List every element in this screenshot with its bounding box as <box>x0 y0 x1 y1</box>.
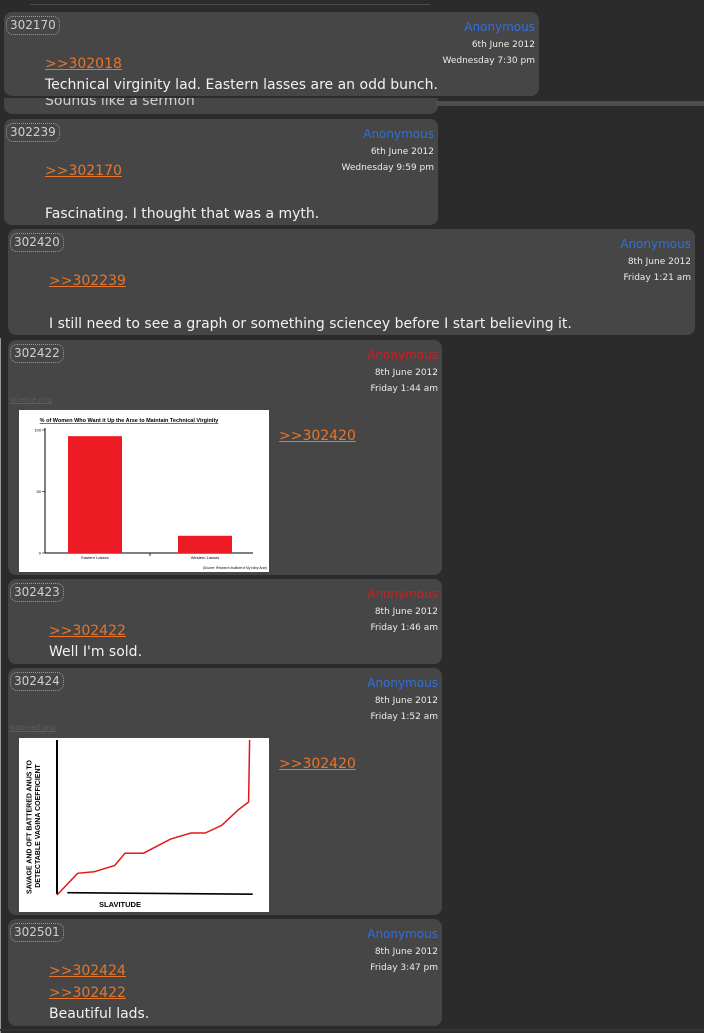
post-date: 6th June 2012 <box>471 40 535 50</box>
post-partial: Sounds like a sermon <box>4 98 438 114</box>
file-link[interactable]: battered.png <box>10 724 56 732</box>
post-time: Friday 1:46 am <box>370 623 439 633</box>
post-text: Beautiful lads. <box>49 1006 150 1022</box>
x-axis <box>67 891 253 895</box>
post-date: 8th June 2012 <box>627 257 691 267</box>
post-time: Friday 1:44 am <box>370 384 439 394</box>
x-axis-label: SLAVITUDE <box>99 900 141 909</box>
y-tick-label: 0 <box>39 551 42 556</box>
partial-text: Sounds like a sermon <box>45 98 195 109</box>
reply-link[interactable]: >>302424 <box>49 963 126 979</box>
post-id[interactable]: 302170 <box>6 16 60 35</box>
post-text: Fascinating. I thought that was a myth. <box>45 206 320 222</box>
category-label: Western Lasses <box>191 555 220 560</box>
post-time: Friday 1:52 am <box>370 712 439 722</box>
attached-image[interactable]: SLAVITUDE SAVAGE AND OFT BATTERED ANUS T… <box>19 738 269 912</box>
poster-name: Anonymous <box>367 927 438 941</box>
series-line <box>56 739 251 896</box>
post-text: I still need to see a graph or something… <box>49 316 572 332</box>
bar-chart: % of Women Who Want it Up the Arse to Ma… <box>34 418 267 570</box>
poster-name: Anonymous <box>464 20 535 34</box>
poster-name: Anonymous <box>367 676 438 690</box>
partial-divider <box>436 101 704 106</box>
post-302501: 302501 Anonymous 8th June 2012 Friday 3:… <box>8 919 442 1026</box>
post-302422: 302422 Anonymous 8th June 2012 Friday 1:… <box>8 340 442 575</box>
y-axis-label-line1: SAVAGE AND OFT BATTERED ANUS TO <box>27 759 34 893</box>
post-text: Technical virginity lad. Eastern lasses … <box>45 77 438 93</box>
post-302170: 302170 Anonymous 6th June 2012 Wednesday… <box>4 12 539 96</box>
post-time: Friday 1:21 am <box>623 273 692 283</box>
post-meta: Anonymous 8th June 2012 Friday 1:44 am <box>367 348 438 397</box>
reply-link[interactable]: >>302170 <box>45 163 122 179</box>
post-302420: 302420 Anonymous 8th June 2012 Friday 1:… <box>8 229 695 335</box>
post-meta: Anonymous 8th June 2012 Friday 3:47 pm <box>367 927 438 976</box>
reply-link[interactable]: >>302422 <box>49 985 126 1001</box>
post-id[interactable]: 302501 <box>10 923 64 942</box>
post-id[interactable]: 302420 <box>10 233 64 252</box>
bottom-divider <box>0 1029 704 1031</box>
category-label: Eastern Lasses <box>81 555 109 560</box>
reply-link[interactable]: >>302422 <box>49 623 126 639</box>
post-302423: 302423 Anonymous 8th June 2012 Friday 1:… <box>8 579 442 664</box>
post-meta: Anonymous 6th June 2012 Wednesday 7:30 p… <box>442 20 535 69</box>
poster-name: Anonymous <box>363 127 434 141</box>
bar <box>68 436 122 553</box>
attached-image[interactable]: % of Women Who Want it Up the Arse to Ma… <box>19 410 269 572</box>
post-meta: Anonymous 8th June 2012 Friday 1:21 am <box>620 237 691 286</box>
reply-link[interactable]: >>302420 <box>279 756 356 772</box>
chart-title: % of Women Who Want it Up the Arse to Ma… <box>40 418 220 424</box>
reply-link[interactable]: >>302239 <box>49 273 126 289</box>
post-time: Wednesday 9:59 pm <box>341 163 434 173</box>
post-id[interactable]: 302423 <box>10 583 64 602</box>
post-meta: Anonymous 8th June 2012 Friday 1:46 am <box>367 587 438 636</box>
post-date: 8th June 2012 <box>374 368 438 378</box>
post-id[interactable]: 302239 <box>6 123 60 142</box>
poster-name: Anonymous <box>620 237 691 251</box>
bar <box>178 535 232 553</box>
post-date: 8th June 2012 <box>374 947 438 957</box>
reply-link[interactable]: >>302018 <box>45 56 122 72</box>
post-date: 8th June 2012 <box>374 696 438 706</box>
top-divider <box>30 4 430 5</box>
post-text: Well I'm sold. <box>49 644 143 660</box>
reply-link[interactable]: >>302420 <box>279 428 356 444</box>
y-axis-label: SAVAGE AND OFT BATTERED ANUS TO DETECTAB… <box>27 758 43 894</box>
poster-name: Anonymous <box>367 587 438 601</box>
post-meta: Anonymous 6th June 2012 Wednesday 9:59 p… <box>341 127 434 176</box>
post-meta: Anonymous 8th June 2012 Friday 1:52 am <box>367 676 438 725</box>
post-id[interactable]: 302422 <box>10 344 64 363</box>
post-date: 6th June 2012 <box>370 147 434 157</box>
post-302239: 302239 Anonymous 6th June 2012 Wednesday… <box>4 119 438 225</box>
post-time: Friday 3:47 pm <box>370 963 438 973</box>
poster-name: Anonymous <box>367 348 438 362</box>
y-tick-label: 50 <box>37 489 42 494</box>
chart-source: (Source: Research Institute of My Hairy … <box>203 566 267 570</box>
line-chart: SLAVITUDE SAVAGE AND OFT BATTERED ANUS T… <box>27 739 253 909</box>
y-tick-label: 100 <box>34 428 41 433</box>
y-axis-label-line2: DETECTABLE VAGINA COEFFICIENT <box>35 764 42 888</box>
post-302424: 302424 Anonymous 8th June 2012 Friday 1:… <box>8 668 442 915</box>
post-date: 8th June 2012 <box>374 607 438 617</box>
thread-line <box>0 338 1 1033</box>
post-id[interactable]: 302424 <box>10 672 64 691</box>
file-link[interactable]: science.png <box>10 396 52 404</box>
post-time: Wednesday 7:30 pm <box>442 56 535 66</box>
